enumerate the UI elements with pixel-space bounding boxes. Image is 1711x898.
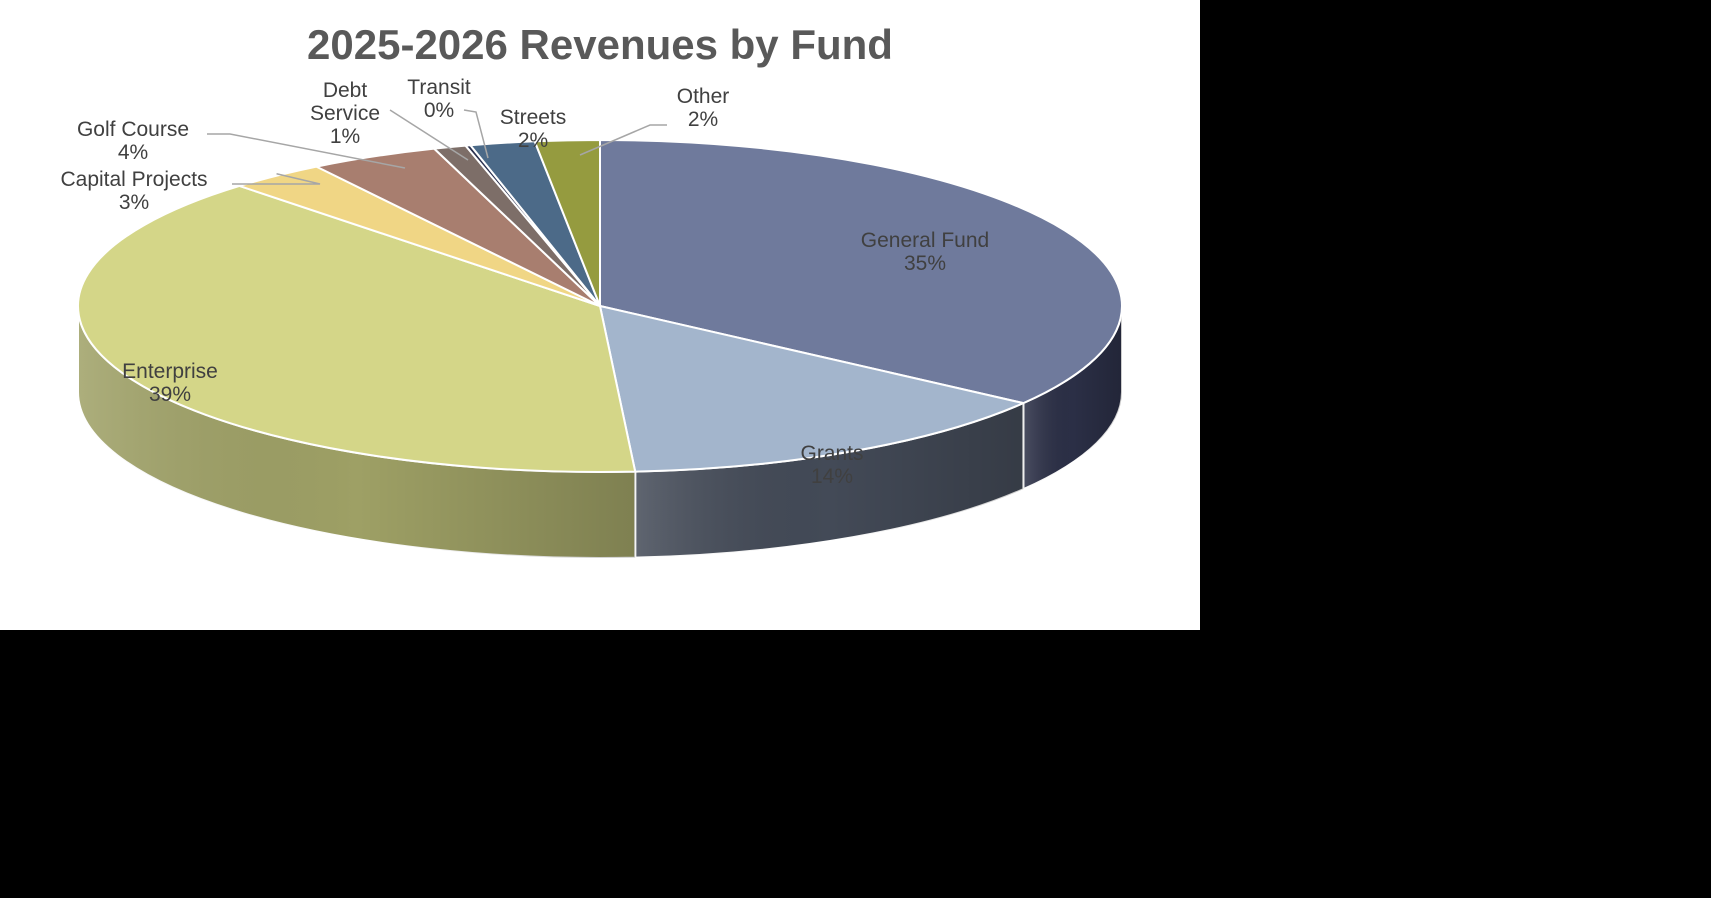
data-label-line: Streets <box>500 106 567 129</box>
data-label-line: 35% <box>904 252 946 275</box>
pie-slice-grants <box>599 305 1025 473</box>
pie-slice-enterprise <box>77 184 637 473</box>
data-label-line: Other <box>677 85 730 108</box>
data-label-other: Other 2% <box>677 85 730 131</box>
pie-slice-other <box>533 139 601 307</box>
data-label-streets: Streets 2% <box>500 106 567 152</box>
leader-lines <box>207 109 667 185</box>
data-label-line: 2% <box>688 108 718 131</box>
chart-title: 2025-2026 Revenues by Fund <box>307 21 893 68</box>
data-label-line: 0% <box>424 99 454 122</box>
data-label-line: Transit <box>407 76 471 99</box>
data-label-line: Grants <box>800 442 863 465</box>
data-label-line: 4% <box>118 141 148 164</box>
data-label-line: Golf Course <box>77 118 189 141</box>
pie-side-shade-grants <box>635 403 1024 558</box>
data-label-debt-service: Debt Service 1% <box>310 79 380 148</box>
pie-sides <box>77 305 1123 559</box>
data-label-line: Capital Projects <box>60 168 207 191</box>
leader-line-debt-service <box>389 109 469 161</box>
data-label-transit: Transit 0% <box>407 76 471 122</box>
data-label-line: 3% <box>119 191 149 214</box>
data-label-line: 1% <box>330 125 360 148</box>
data-label-line: Service <box>310 102 380 125</box>
data-label-line: 39% <box>149 383 191 406</box>
pie-chart: 2025-2026 Revenues by Fund General Fund 3… <box>60 21 1123 559</box>
pie-slice-general-fund <box>599 139 1123 405</box>
pie-side-shade-enterprise <box>78 306 636 558</box>
data-label-enterprise: Enterprise 39% <box>122 360 218 406</box>
pie-side-shade-general-fund <box>1023 306 1122 490</box>
data-label-grants: Grants 14% <box>800 442 863 488</box>
leader-line-golf-course <box>207 133 406 169</box>
data-label-golf-course: Golf Course 4% <box>77 118 189 164</box>
data-label-line: Enterprise <box>122 360 218 383</box>
leader-line-transit <box>463 109 489 159</box>
data-label-line: 14% <box>811 465 853 488</box>
chart-panel: 2025-2026 Revenues by Fund General Fund 3… <box>0 0 1200 630</box>
data-labels: General Fund 35% Grants 14% Enterprise 39% Cap… <box>60 76 989 488</box>
data-label-general-fund: General Fund 35% <box>861 229 989 275</box>
leader-line-other <box>579 124 667 156</box>
data-label-line: General Fund <box>861 229 989 252</box>
pie-slices <box>77 139 1123 473</box>
data-label-line: Debt <box>323 79 368 102</box>
data-label-capital-projects: Capital Projects 3% <box>60 168 207 214</box>
leader-line-capital-projects <box>232 172 321 185</box>
data-label-line: 2% <box>518 129 548 152</box>
